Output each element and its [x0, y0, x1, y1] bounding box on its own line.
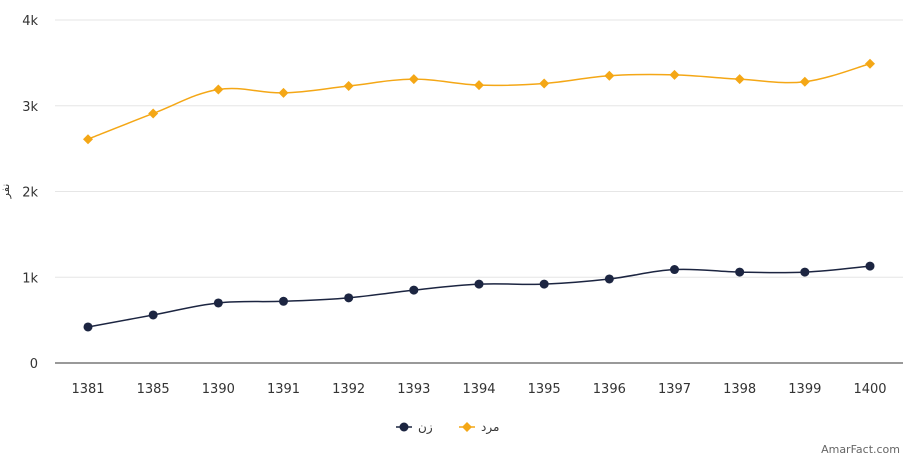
data-point[interactable] [734, 74, 745, 85]
data-point[interactable] [604, 70, 615, 81]
x-tick-label: 1385 [137, 382, 170, 397]
legend-item[interactable]: زن [396, 420, 433, 435]
data-point[interactable] [148, 108, 159, 119]
legend-label: زن [418, 420, 433, 435]
data-point[interactable] [539, 78, 550, 89]
y-tick-label: 0 [30, 357, 38, 372]
data-point[interactable] [279, 296, 288, 306]
x-tick-label: 1393 [397, 382, 430, 397]
data-point[interactable] [278, 87, 289, 98]
data-point[interactable] [539, 279, 549, 289]
data-point[interactable] [800, 267, 810, 277]
data-point[interactable] [83, 134, 93, 145]
data-point[interactable] [474, 80, 484, 91]
x-tick-label: 1395 [528, 382, 561, 397]
series-male [83, 58, 875, 145]
y-tick-label: 3k [22, 100, 38, 115]
x-tick-label: 1398 [723, 382, 756, 397]
x-tick-label: 1394 [462, 382, 495, 397]
data-point[interactable] [735, 267, 745, 277]
data-point[interactable] [670, 265, 679, 275]
y-axis: 0 1k 2k 3k 4k [22, 14, 38, 372]
x-tick-label: 1397 [658, 382, 691, 397]
data-point[interactable] [344, 293, 354, 303]
y-tick-label: 2k [22, 186, 38, 201]
data-point[interactable] [83, 322, 93, 332]
data-point[interactable] [213, 84, 224, 95]
y-axis-label: نفر [0, 184, 12, 200]
data-point[interactable] [409, 285, 419, 295]
y-tick-label: 1k [22, 271, 38, 286]
grid-lines [55, 19, 903, 278]
legend-item[interactable]: مرد [459, 420, 499, 435]
legend[interactable]: زن مرد [396, 420, 499, 435]
data-point[interactable] [669, 69, 680, 80]
data-point[interactable] [343, 81, 354, 92]
x-axis: 1381 1385 1390 1391 1392 1393 1394 1395 1396 1397… [55, 362, 903, 397]
data-point[interactable] [213, 298, 223, 308]
data-point[interactable] [799, 76, 810, 87]
series-line [87, 265, 871, 328]
y-tick-label: 4k [22, 14, 38, 29]
data-point[interactable] [865, 261, 875, 271]
legend-marker[interactable] [399, 422, 409, 432]
data-point[interactable] [474, 279, 484, 289]
data-point[interactable] [604, 274, 614, 284]
x-tick-label: 1399 [788, 382, 821, 397]
data-point[interactable] [408, 74, 419, 85]
series-line [87, 63, 871, 140]
data-point[interactable] [865, 58, 875, 69]
x-tick-label: 1381 [71, 382, 104, 397]
legend-marker[interactable] [462, 422, 472, 432]
legend-label: مرد [481, 420, 499, 435]
data-point[interactable] [148, 310, 158, 320]
credit-text: AmarFact.com [821, 443, 900, 456]
x-tick-label: 1400 [853, 382, 886, 397]
x-tick-label: 1390 [202, 382, 235, 397]
series-female [83, 261, 875, 332]
series-group [83, 58, 875, 332]
x-tick-label: 1391 [267, 382, 300, 397]
x-tick-label: 1392 [332, 382, 365, 397]
x-tick-label: 1396 [593, 382, 626, 397]
